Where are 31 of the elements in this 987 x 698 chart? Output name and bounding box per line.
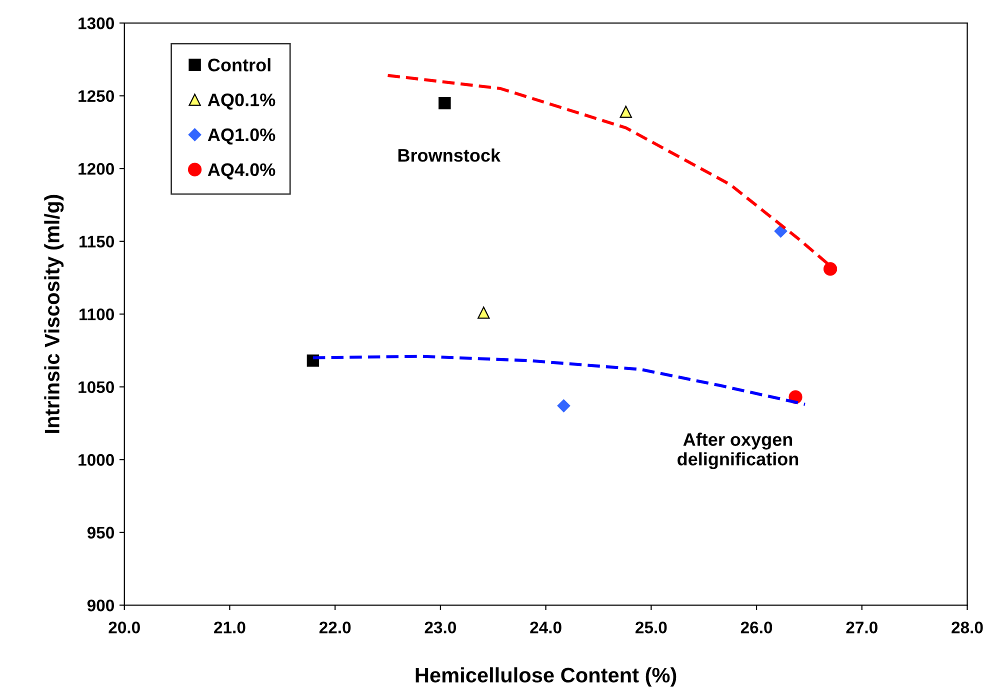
x-tick-label: 27.0 [846, 622, 878, 634]
legend-label: Control [208, 58, 270, 72]
y-tick-label: 900 [87, 600, 114, 612]
y-tick-label: 950 [87, 526, 114, 539]
point [478, 306, 490, 319]
legend-label: AQ1.0% [208, 128, 276, 145]
legend-label: AQ0.1% [208, 94, 276, 110]
y-tick-label: 1150 [80, 236, 114, 248]
y-tick-label: 1050 [78, 381, 114, 394]
point [620, 106, 632, 118]
x-tick-label: 24.0 [530, 622, 562, 634]
x-tick-label: 23.0 [424, 622, 456, 634]
x-tick-label: 28.0 [952, 622, 983, 634]
y-tick-label: 1200 [78, 162, 114, 175]
legend-label: AQ4.0% [208, 163, 276, 180]
annotation: After oxygen delignification [678, 432, 798, 470]
x-tick-label: 21.0 [214, 622, 246, 634]
y-tick-label: 1250 [78, 90, 114, 102]
x-tick-label: 25.0 [636, 622, 667, 634]
x-tick-label: 26.0 [740, 622, 772, 634]
point [557, 399, 570, 412]
y-tick-label: 1100 [80, 308, 114, 320]
x-axis-title: Hemicellulose Content (%) [416, 667, 676, 687]
x-tick-label: 20.0 [108, 622, 140, 634]
y-axis-title: Intrinsic Viscosity (ml/g) [44, 194, 64, 433]
x-tick-label: 22.0 [319, 622, 351, 634]
annotation: Brownstock [398, 148, 501, 162]
y-tick-label: 1000 [78, 454, 114, 466]
point [438, 96, 451, 110]
y-tick-label: 1300 [78, 17, 114, 30]
point [774, 224, 788, 238]
